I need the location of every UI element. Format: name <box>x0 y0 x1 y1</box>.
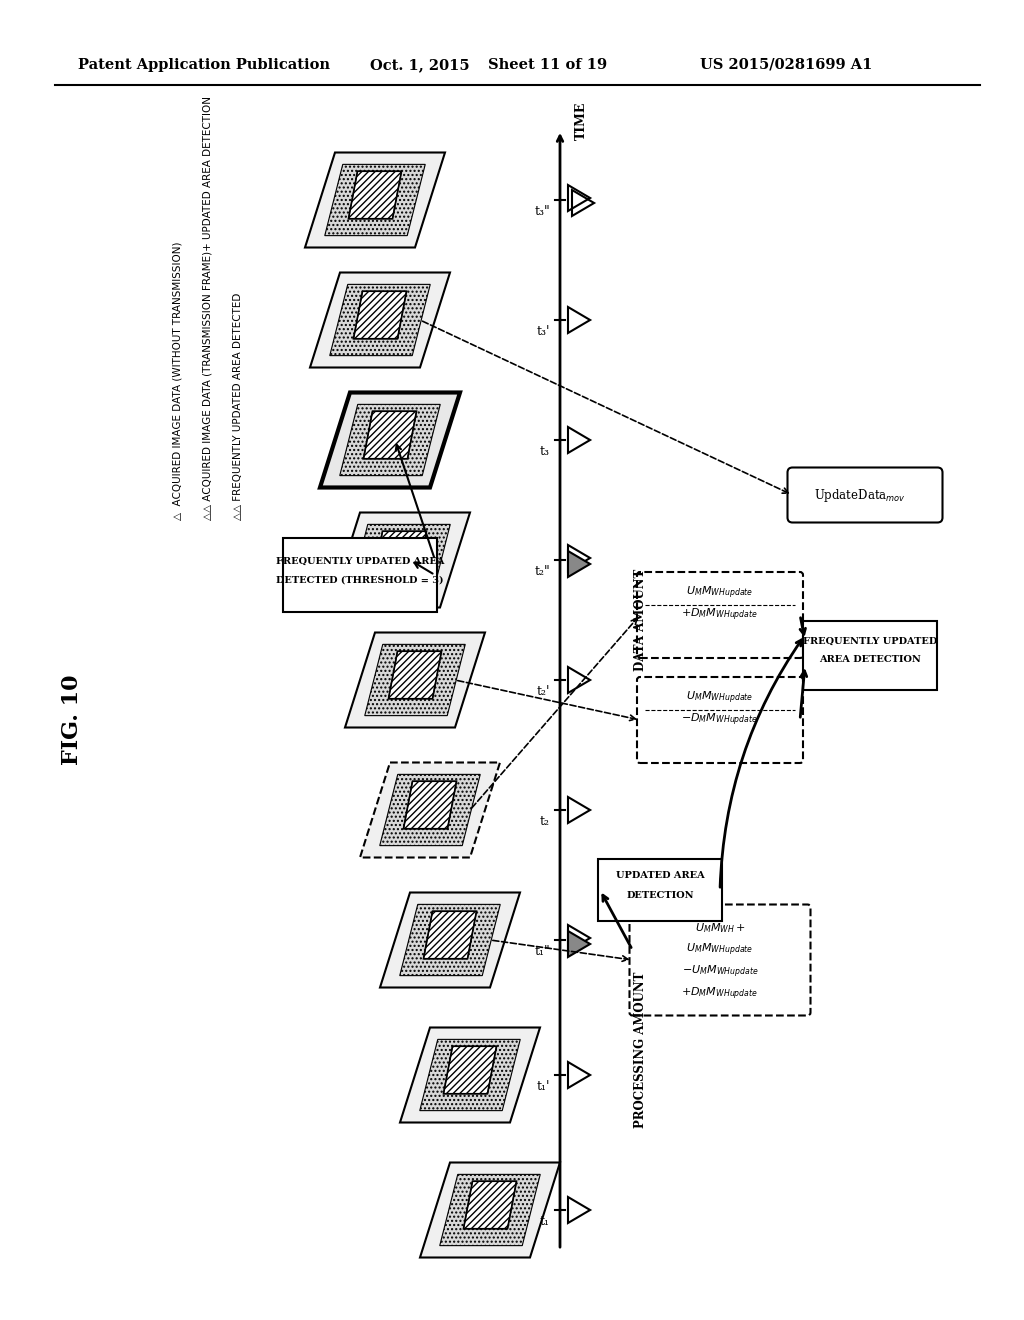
Polygon shape <box>348 172 401 219</box>
Text: t₃: t₃ <box>540 445 550 458</box>
Text: DETECTED (THRESHOLD = 3): DETECTED (THRESHOLD = 3) <box>276 576 443 585</box>
Text: $U_M M_{WH}+$: $U_M M_{WH}+$ <box>694 921 745 935</box>
Text: TIME: TIME <box>575 102 588 140</box>
Polygon shape <box>403 781 457 829</box>
Polygon shape <box>420 1039 520 1110</box>
Text: $-D_M M_{WHupdate}$: $-D_M M_{WHupdate}$ <box>681 711 759 729</box>
Text: t₁": t₁" <box>535 945 550 958</box>
FancyBboxPatch shape <box>787 467 942 523</box>
Text: △  ACQUIRED IMAGE DATA (WITHOUT TRANSMISSION): △ ACQUIRED IMAGE DATA (WITHOUT TRANSMISS… <box>173 242 183 520</box>
Polygon shape <box>380 775 480 846</box>
Polygon shape <box>439 1175 541 1246</box>
Text: $U_M M_{WHupdate}$: $U_M M_{WHupdate}$ <box>686 690 754 706</box>
Polygon shape <box>305 153 445 248</box>
Text: $+D_M M_{WHupdate}$: $+D_M M_{WHupdate}$ <box>681 607 759 623</box>
Polygon shape <box>353 292 407 339</box>
Text: $+D_M M_{WHupdate}$: $+D_M M_{WHupdate}$ <box>681 986 759 1002</box>
Polygon shape <box>364 412 417 459</box>
Text: FIG. 10: FIG. 10 <box>61 675 83 766</box>
Polygon shape <box>388 651 441 698</box>
Polygon shape <box>568 931 590 957</box>
Text: t₂": t₂" <box>535 565 550 578</box>
Polygon shape <box>360 763 500 858</box>
Polygon shape <box>345 632 485 727</box>
Text: UpdateData$_{mov}$: UpdateData$_{mov}$ <box>814 487 906 503</box>
Text: $U_M M_{WHupdate}$: $U_M M_{WHupdate}$ <box>686 941 754 958</box>
FancyBboxPatch shape <box>637 677 803 763</box>
Polygon shape <box>464 1181 516 1229</box>
Text: FREQUENTLY UPDATED: FREQUENTLY UPDATED <box>803 636 937 645</box>
Polygon shape <box>443 1047 497 1094</box>
Text: t₂': t₂' <box>537 685 550 698</box>
Polygon shape <box>365 644 465 715</box>
Polygon shape <box>325 165 425 236</box>
Text: $U_M M_{WHupdate}$: $U_M M_{WHupdate}$ <box>686 585 754 601</box>
Polygon shape <box>374 531 427 578</box>
Polygon shape <box>310 272 450 367</box>
FancyBboxPatch shape <box>630 904 811 1015</box>
Text: PROCESSING AMOUNT: PROCESSING AMOUNT <box>634 972 646 1129</box>
Polygon shape <box>340 404 440 475</box>
Text: Sheet 11 of 19: Sheet 11 of 19 <box>488 58 607 73</box>
Text: t₁': t₁' <box>537 1080 550 1093</box>
Text: $-U_M M_{WHupdate}$: $-U_M M_{WHupdate}$ <box>682 964 759 981</box>
Text: △△ FREQUENTLY UPDATED AREA DETECTED: △△ FREQUENTLY UPDATED AREA DETECTED <box>233 293 243 520</box>
Text: t₃": t₃" <box>535 205 550 218</box>
Polygon shape <box>330 284 430 355</box>
Text: FREQUENTLY UPDATED AREA: FREQUENTLY UPDATED AREA <box>275 557 444 565</box>
Text: Oct. 1, 2015: Oct. 1, 2015 <box>370 58 470 73</box>
Polygon shape <box>350 524 451 595</box>
FancyBboxPatch shape <box>283 539 437 612</box>
Text: Patent Application Publication: Patent Application Publication <box>78 58 330 73</box>
Text: AREA DETECTION: AREA DETECTION <box>819 656 921 664</box>
Polygon shape <box>380 892 520 987</box>
Text: DETECTION: DETECTION <box>627 891 693 899</box>
Polygon shape <box>330 512 470 607</box>
FancyBboxPatch shape <box>803 620 937 689</box>
Text: UPDATED AREA: UPDATED AREA <box>615 871 705 880</box>
Text: t₂: t₂ <box>540 814 550 828</box>
Polygon shape <box>319 392 460 487</box>
Polygon shape <box>399 904 501 975</box>
Text: △△ ACQUIRED IMAGE DATA (TRANSMISSION FRAME)+ UPDATED AREA DETECTION: △△ ACQUIRED IMAGE DATA (TRANSMISSION FRA… <box>203 96 213 520</box>
Text: t₁: t₁ <box>540 1214 550 1228</box>
Polygon shape <box>568 550 590 577</box>
Text: DATA AMOUNT: DATA AMOUNT <box>634 569 646 671</box>
Text: US 2015/0281699 A1: US 2015/0281699 A1 <box>700 58 872 73</box>
Text: t₃': t₃' <box>537 325 550 338</box>
Polygon shape <box>424 911 476 958</box>
Polygon shape <box>420 1163 560 1258</box>
Polygon shape <box>400 1027 540 1122</box>
FancyBboxPatch shape <box>598 859 722 921</box>
FancyBboxPatch shape <box>637 572 803 657</box>
